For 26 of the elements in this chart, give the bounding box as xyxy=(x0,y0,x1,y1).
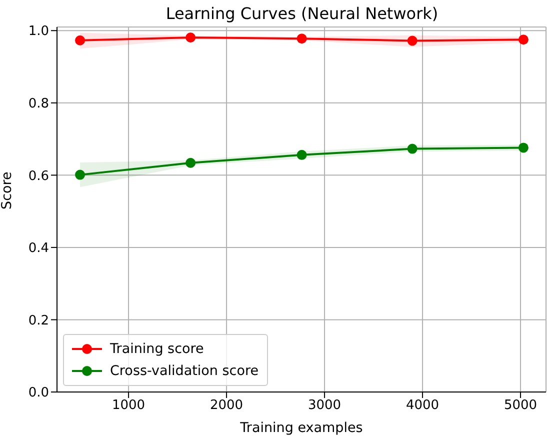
point xyxy=(518,142,528,153)
y-tick-label: 0.2 xyxy=(28,313,49,328)
y-tick-label: 1.0 xyxy=(28,24,49,40)
point xyxy=(186,32,196,42)
x-tick-label: 4000 xyxy=(406,398,440,414)
point xyxy=(518,34,528,45)
point xyxy=(407,144,418,154)
point xyxy=(75,35,86,46)
chart-title: Learning Curves (Neural Network) xyxy=(164,4,440,23)
point xyxy=(186,158,196,168)
legend-label: Cross-validation score xyxy=(110,363,259,379)
x-tick-label: 1000 xyxy=(112,398,146,414)
y-tick-label: 0.6 xyxy=(28,168,49,184)
point xyxy=(296,34,307,44)
legend-label: Training score xyxy=(110,341,204,357)
x-tick-label: 5000 xyxy=(504,398,538,414)
y-tick-label: 0.4 xyxy=(28,241,49,256)
y-axis-title: Score xyxy=(0,172,15,210)
x-tick-label: 2000 xyxy=(210,398,244,414)
point xyxy=(407,36,418,46)
point xyxy=(296,150,307,160)
y-tick-label: 0.8 xyxy=(28,96,49,112)
point xyxy=(75,170,86,180)
y-tick-label: 0.0 xyxy=(28,386,49,401)
x-axis-title: Training examples xyxy=(239,420,363,436)
x-tick-label: 3000 xyxy=(308,398,342,414)
